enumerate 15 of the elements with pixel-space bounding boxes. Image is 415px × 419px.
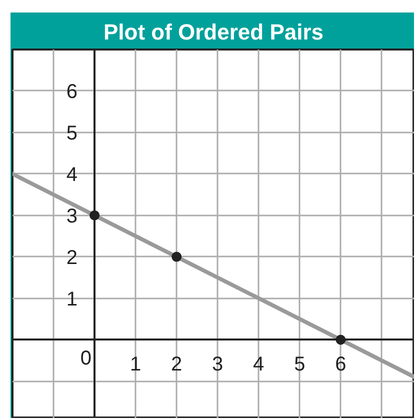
chart-title: Plot of Ordered Pairs — [103, 20, 324, 44]
point — [172, 252, 182, 262]
x-tick-label: 5 — [294, 354, 306, 376]
x-tick-label: 2 — [171, 354, 182, 376]
y-tick-label: 2 — [66, 246, 78, 269]
x-tick-label: 6 — [335, 354, 346, 376]
x-tick-label: 1 — [130, 354, 142, 376]
x-tick-label: 4 — [253, 354, 264, 376]
y-tick-label: 3 — [66, 205, 78, 228]
y-tick-label: 4 — [66, 164, 78, 186]
y-tick-label: 1 — [66, 288, 78, 310]
x-tick-label: 3 — [212, 354, 224, 376]
y-tick-label: 6 — [66, 80, 78, 103]
x-tick-label: 0 — [80, 348, 92, 370]
y-tick-label: 5 — [66, 122, 78, 144]
